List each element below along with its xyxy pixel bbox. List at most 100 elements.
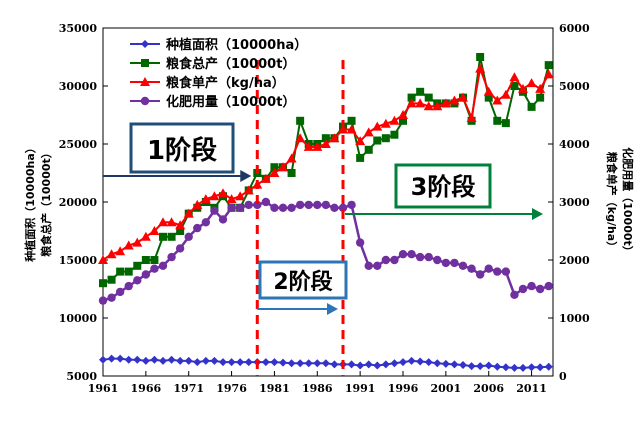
series-0-point — [364, 360, 373, 369]
series-0-point — [167, 355, 176, 364]
series-2-point — [483, 86, 494, 96]
series-3-point — [141, 270, 151, 279]
series-0-point — [184, 356, 193, 365]
series-0-point — [150, 355, 159, 364]
x-tick-label: 2011 — [516, 382, 547, 395]
series-0-point — [536, 363, 545, 372]
stage-1-label: 1阶段 — [147, 135, 217, 166]
series-2-point — [406, 98, 417, 108]
series-0-point — [510, 363, 519, 372]
x-tick-label: 1976 — [216, 382, 247, 395]
series-0-point — [304, 359, 313, 368]
series-0-point — [219, 358, 227, 367]
series-0-point — [381, 360, 390, 369]
series-0-point — [296, 359, 305, 368]
series-3-point — [235, 203, 245, 212]
y-left-tick-label: 5000 — [66, 370, 97, 383]
series-1-point — [510, 82, 519, 90]
series-0-point — [450, 360, 459, 369]
legend-label-0: 种植面积（10000ha） — [165, 37, 307, 53]
series-3-point — [244, 200, 253, 210]
y-right-title-1: 粮食单产（kg/ha） — [605, 152, 619, 252]
series-0-point — [107, 354, 116, 363]
series-2-point — [440, 98, 451, 108]
series-3-point — [381, 255, 391, 265]
legend-marker-1 — [141, 59, 149, 67]
series-2-point — [123, 240, 134, 250]
y-right-tick-label: 1000 — [559, 312, 590, 325]
series-3-point — [330, 203, 339, 212]
series-2-point — [423, 101, 434, 111]
series-3-point — [158, 261, 168, 270]
legend-label-3: 化肥用量（10000t） — [166, 94, 295, 110]
series-0-point — [176, 356, 185, 365]
x-tick-label: 1991 — [345, 382, 376, 395]
stage-2-arrow-head — [327, 303, 338, 315]
series-1-point — [544, 61, 553, 70]
series-2-point — [500, 89, 511, 99]
series-3-point — [218, 215, 228, 224]
series-2-point — [303, 141, 314, 151]
y-right-tick-label: 4000 — [559, 138, 590, 151]
series-3-point — [433, 255, 442, 265]
series-1-point — [141, 256, 150, 264]
series-3-point — [347, 200, 356, 210]
series-0-point — [321, 359, 330, 368]
series-0-point — [124, 355, 133, 364]
series-2-point — [372, 121, 383, 131]
series-2-point — [235, 191, 246, 201]
series-1-point — [407, 93, 416, 102]
y-right-tick-label: 5000 — [559, 80, 590, 93]
series-3-point — [415, 252, 425, 262]
stage-1-box — [129, 122, 235, 174]
series-3-point — [210, 206, 219, 215]
x-tick-label: 1961 — [88, 382, 119, 395]
series-0-point — [279, 358, 287, 367]
series-2-point — [475, 63, 486, 73]
legend-marker-0 — [141, 40, 149, 48]
series-2-point — [132, 237, 143, 247]
legend-marker-2 — [140, 77, 150, 86]
legend-label-2: 粮食单产（kg/ha） — [166, 75, 285, 91]
series-0-point — [399, 358, 407, 367]
series-3-point — [493, 267, 502, 276]
legend-label-1: 粮食总产（10000t） — [166, 56, 295, 72]
series-1-point — [133, 261, 142, 270]
series-2-point — [226, 194, 237, 204]
series-3-point — [167, 252, 176, 262]
series-2-point — [140, 231, 151, 241]
y-left-title-2: 粮食总产（10000t） — [39, 147, 53, 257]
series-0-point — [459, 360, 467, 369]
series-3-point — [338, 203, 348, 212]
series-2-point — [458, 92, 468, 102]
series-3-point — [407, 250, 416, 259]
series-2-point — [363, 127, 374, 137]
series-3-point — [124, 281, 133, 291]
series-2-point — [389, 115, 400, 125]
series-3-point — [475, 270, 485, 279]
series-2-point — [218, 188, 228, 198]
series-1-point — [176, 227, 185, 235]
series-1-point — [107, 275, 116, 284]
series-0-point — [501, 363, 510, 372]
series-1-point — [536, 93, 545, 102]
series-0-point — [544, 362, 553, 371]
series-0-point — [201, 356, 210, 365]
series-0-point — [133, 355, 142, 364]
series-0-point — [210, 356, 219, 365]
series-0-point — [519, 363, 527, 372]
series-3-point — [321, 200, 331, 210]
series-2-point — [312, 141, 323, 151]
series-1-point — [381, 134, 390, 143]
series-0-point — [270, 358, 279, 367]
series-3-point — [441, 258, 451, 268]
series-3-point — [518, 284, 528, 294]
series-3-point — [175, 244, 185, 253]
series-3-point — [390, 255, 399, 265]
series-1-point — [287, 169, 296, 177]
stage-2-label: 2阶段 — [273, 269, 332, 295]
series-1-point — [364, 145, 373, 154]
series-0-point — [347, 360, 356, 369]
x-tick-label: 2001 — [431, 382, 462, 395]
